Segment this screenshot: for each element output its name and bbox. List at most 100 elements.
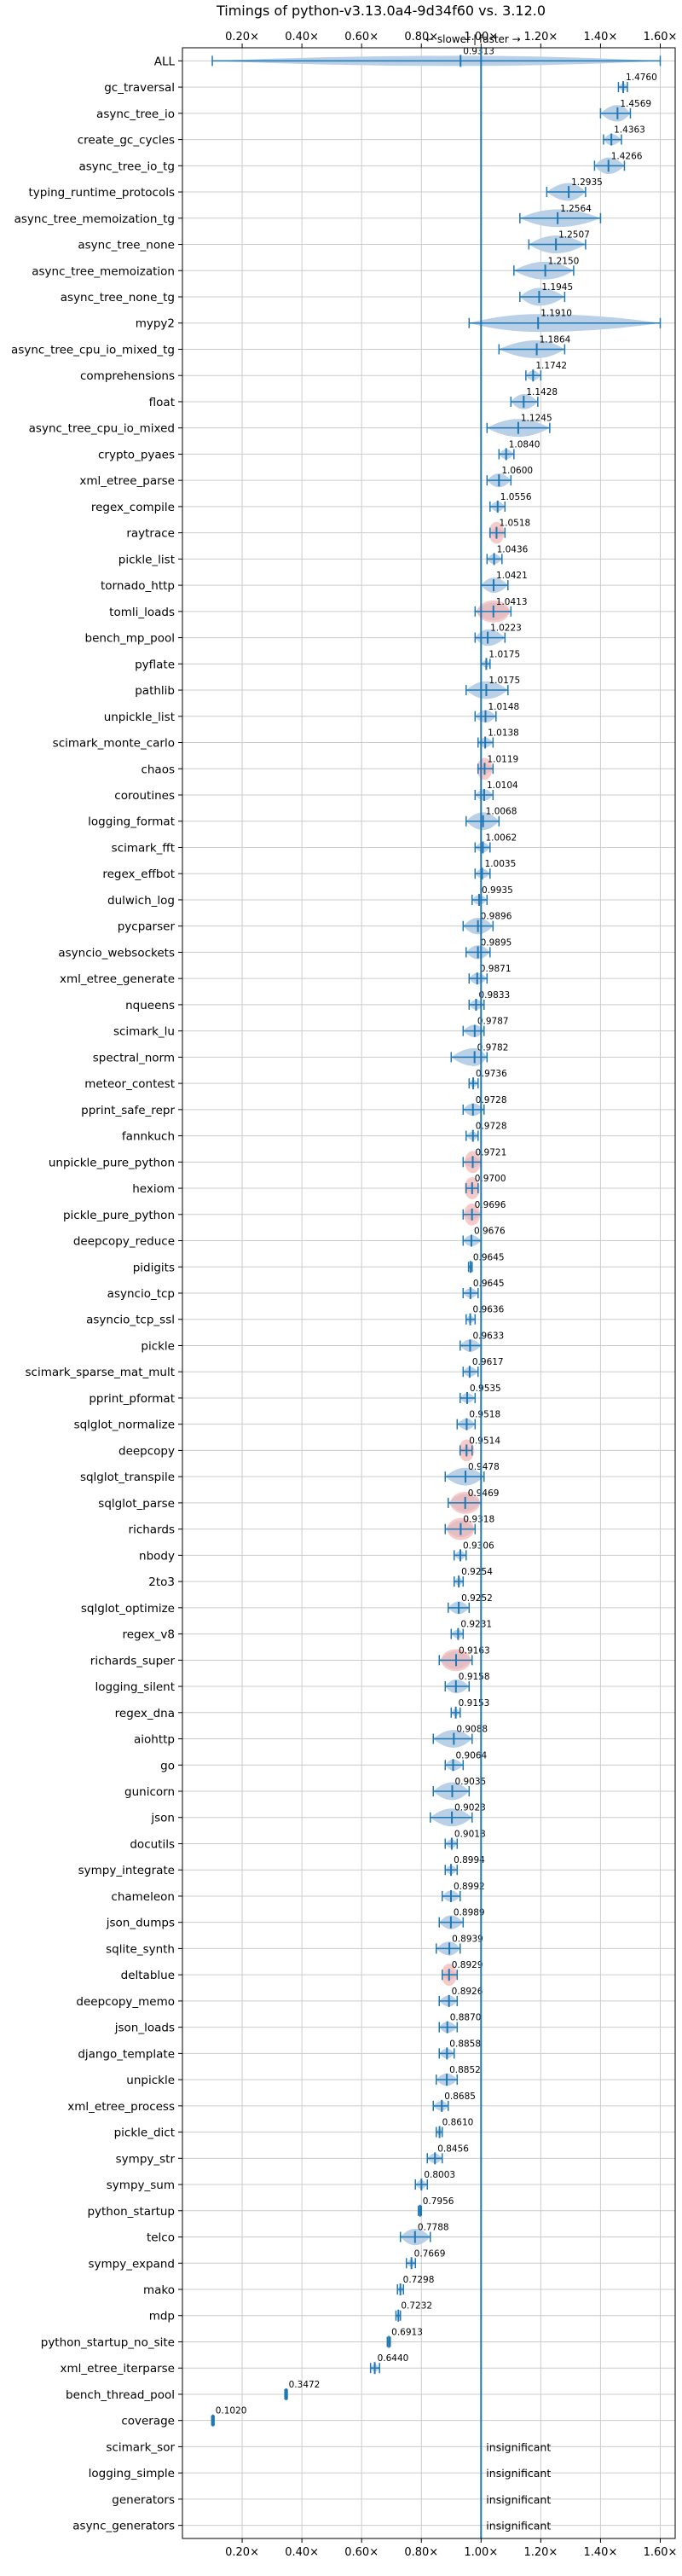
- benchmark-row: 0.8852: [436, 2065, 481, 2086]
- value-label: 1.0138: [488, 728, 519, 739]
- benchmark-row: 1.1864: [498, 334, 571, 358]
- value-label: 0.9153: [459, 1698, 490, 1709]
- value-label: 1.2935: [571, 177, 603, 188]
- category-label: deepcopy: [118, 1444, 175, 1458]
- benchmark-row: 0.8926: [438, 1987, 483, 2007]
- category-label: pickle_list: [118, 553, 175, 566]
- category-label: aiohttp: [134, 1733, 175, 1747]
- benchmark-row: 0.9252: [448, 1593, 493, 1615]
- benchmark-row: 0.9088: [432, 1725, 488, 1748]
- value-label: 0.7669: [414, 2248, 446, 2259]
- benchmark-row: 0.7669: [405, 2248, 446, 2270]
- category-label: django_template: [78, 2047, 175, 2061]
- benchmark-row: 0.8939: [436, 1934, 483, 1956]
- benchmark-row: 0.1020: [211, 2406, 246, 2427]
- value-label: 0.8858: [449, 2039, 481, 2049]
- category-label: raytrace: [126, 527, 175, 541]
- benchmark-row: 0.9163: [438, 1645, 490, 1672]
- value-label: 1.0518: [499, 519, 530, 529]
- value-label: 0.8852: [449, 2065, 481, 2075]
- benchmark-row: 1.0436: [486, 544, 529, 566]
- benchmark-row: insignificant: [486, 2493, 551, 2506]
- category-label: coroutines: [114, 789, 175, 803]
- value-label: 0.9676: [474, 1227, 506, 1237]
- tick-label-bottom: 0.80×: [404, 2546, 438, 2559]
- value-label: 0.9478: [468, 1462, 500, 1472]
- tick-label-bottom: 0.60×: [344, 2546, 379, 2559]
- benchmark-row: 1.0035: [474, 859, 516, 880]
- tick-label-top: 0.40×: [285, 31, 319, 44]
- category-label: fannkuch: [122, 1130, 175, 1144]
- slower-label: ← slower: [425, 33, 471, 45]
- benchmark-row: 1.0413: [474, 597, 528, 623]
- benchmark-row: 0.6913: [386, 2327, 423, 2348]
- value-label: 0.9696: [475, 1200, 506, 1210]
- value-label: 0.9700: [475, 1174, 506, 1184]
- benchmark-row: 0.8858: [438, 2039, 481, 2060]
- category-label: coverage: [121, 2415, 175, 2428]
- value-label: 1.2564: [560, 204, 592, 214]
- value-label: 1.4266: [611, 151, 643, 161]
- value-label: 0.9313: [463, 46, 494, 56]
- value-label: 0.8870: [450, 2013, 482, 2023]
- benchmark-row: 0.9231: [450, 1620, 492, 1640]
- benchmark-row: 0.9736: [468, 1069, 507, 1090]
- category-label: json: [150, 1812, 175, 1825]
- value-label: 0.9721: [476, 1147, 507, 1157]
- category-label: pidigits: [133, 1261, 175, 1274]
- category-label: unpickle: [126, 2074, 175, 2087]
- category-label: asyncio_tcp_ssl: [86, 1314, 175, 1327]
- value-label: 1.0223: [490, 624, 522, 634]
- benchmark-row: 1.0421: [480, 571, 528, 594]
- value-label: 1.0436: [497, 544, 529, 554]
- category-label: sympy_integrate: [78, 1864, 175, 1877]
- value-label: 0.9782: [477, 1042, 509, 1053]
- value-label: 0.9871: [480, 964, 512, 974]
- category-label: nqueens: [125, 999, 175, 1012]
- category-label: scimark_sor: [106, 2440, 175, 2454]
- category-label: deepcopy_reduce: [73, 1235, 175, 1249]
- tick-label-bottom: 1.20×: [523, 2546, 558, 2559]
- value-label: 0.8994: [454, 1855, 485, 1865]
- category-label: logging_format: [88, 815, 175, 829]
- category-label: bench_thread_pool: [66, 2388, 175, 2402]
- tick-label-top: 0.20×: [225, 31, 259, 44]
- benchmark-row: 1.4266: [593, 151, 643, 175]
- category-label: deltablue: [121, 1969, 175, 1982]
- benchmark-row: 0.9478: [444, 1462, 500, 1486]
- value-label: 1.0600: [501, 466, 533, 476]
- benchmark-row: 0.9645: [467, 1252, 505, 1273]
- category-label: python_startup_no_site: [41, 2335, 175, 2349]
- category-label: regex_effbot: [102, 867, 175, 881]
- value-label: 0.8685: [444, 2092, 476, 2102]
- value-label: 0.3472: [289, 2380, 321, 2390]
- category-label: scimark_sparse_mat_mult: [26, 1366, 175, 1379]
- benchmark-row: 1.2564: [519, 204, 602, 228]
- value-label: 0.7956: [423, 2196, 454, 2207]
- tick-label-top: 1.40×: [584, 31, 618, 44]
- tick-label-top: 1.00×: [464, 31, 498, 44]
- value-label: 0.8610: [442, 2118, 474, 2128]
- category-label: typing_runtime_protocols: [29, 186, 176, 200]
- value-label: 0.6440: [378, 2353, 409, 2364]
- benchmark-row: 1.0223: [474, 624, 522, 647]
- category-label: tomli_loads: [109, 606, 175, 619]
- category-label: go: [160, 1759, 175, 1772]
- value-label: 0.9306: [463, 1540, 494, 1551]
- category-label: hexiom: [132, 1182, 175, 1196]
- value-label: 0.9787: [477, 1017, 509, 1027]
- category-label: richards: [129, 1523, 175, 1537]
- benchmark-row: insignificant: [486, 2467, 551, 2480]
- benchmark-row: 1.2507: [528, 230, 590, 253]
- tick-layer: 0.20× 0.20× 0.40× 0.40× 0.60× 0.60× 0.80× 0.80×…: [11, 31, 677, 2559]
- category-label: unpickle_list: [104, 711, 175, 724]
- category-label: xml_etree_parse: [79, 474, 175, 488]
- value-label: 1.1742: [535, 361, 567, 371]
- benchmark-row: 0.9782: [450, 1042, 509, 1066]
- benchmark-row: 1.4363: [603, 125, 645, 146]
- category-label: gunicorn: [124, 1785, 175, 1799]
- benchmark-row: 1.1910: [468, 309, 662, 333]
- value-label: 1.4363: [614, 125, 645, 136]
- value-label: 0.7232: [401, 2301, 432, 2312]
- category-label: pprint_pformat: [89, 1392, 175, 1406]
